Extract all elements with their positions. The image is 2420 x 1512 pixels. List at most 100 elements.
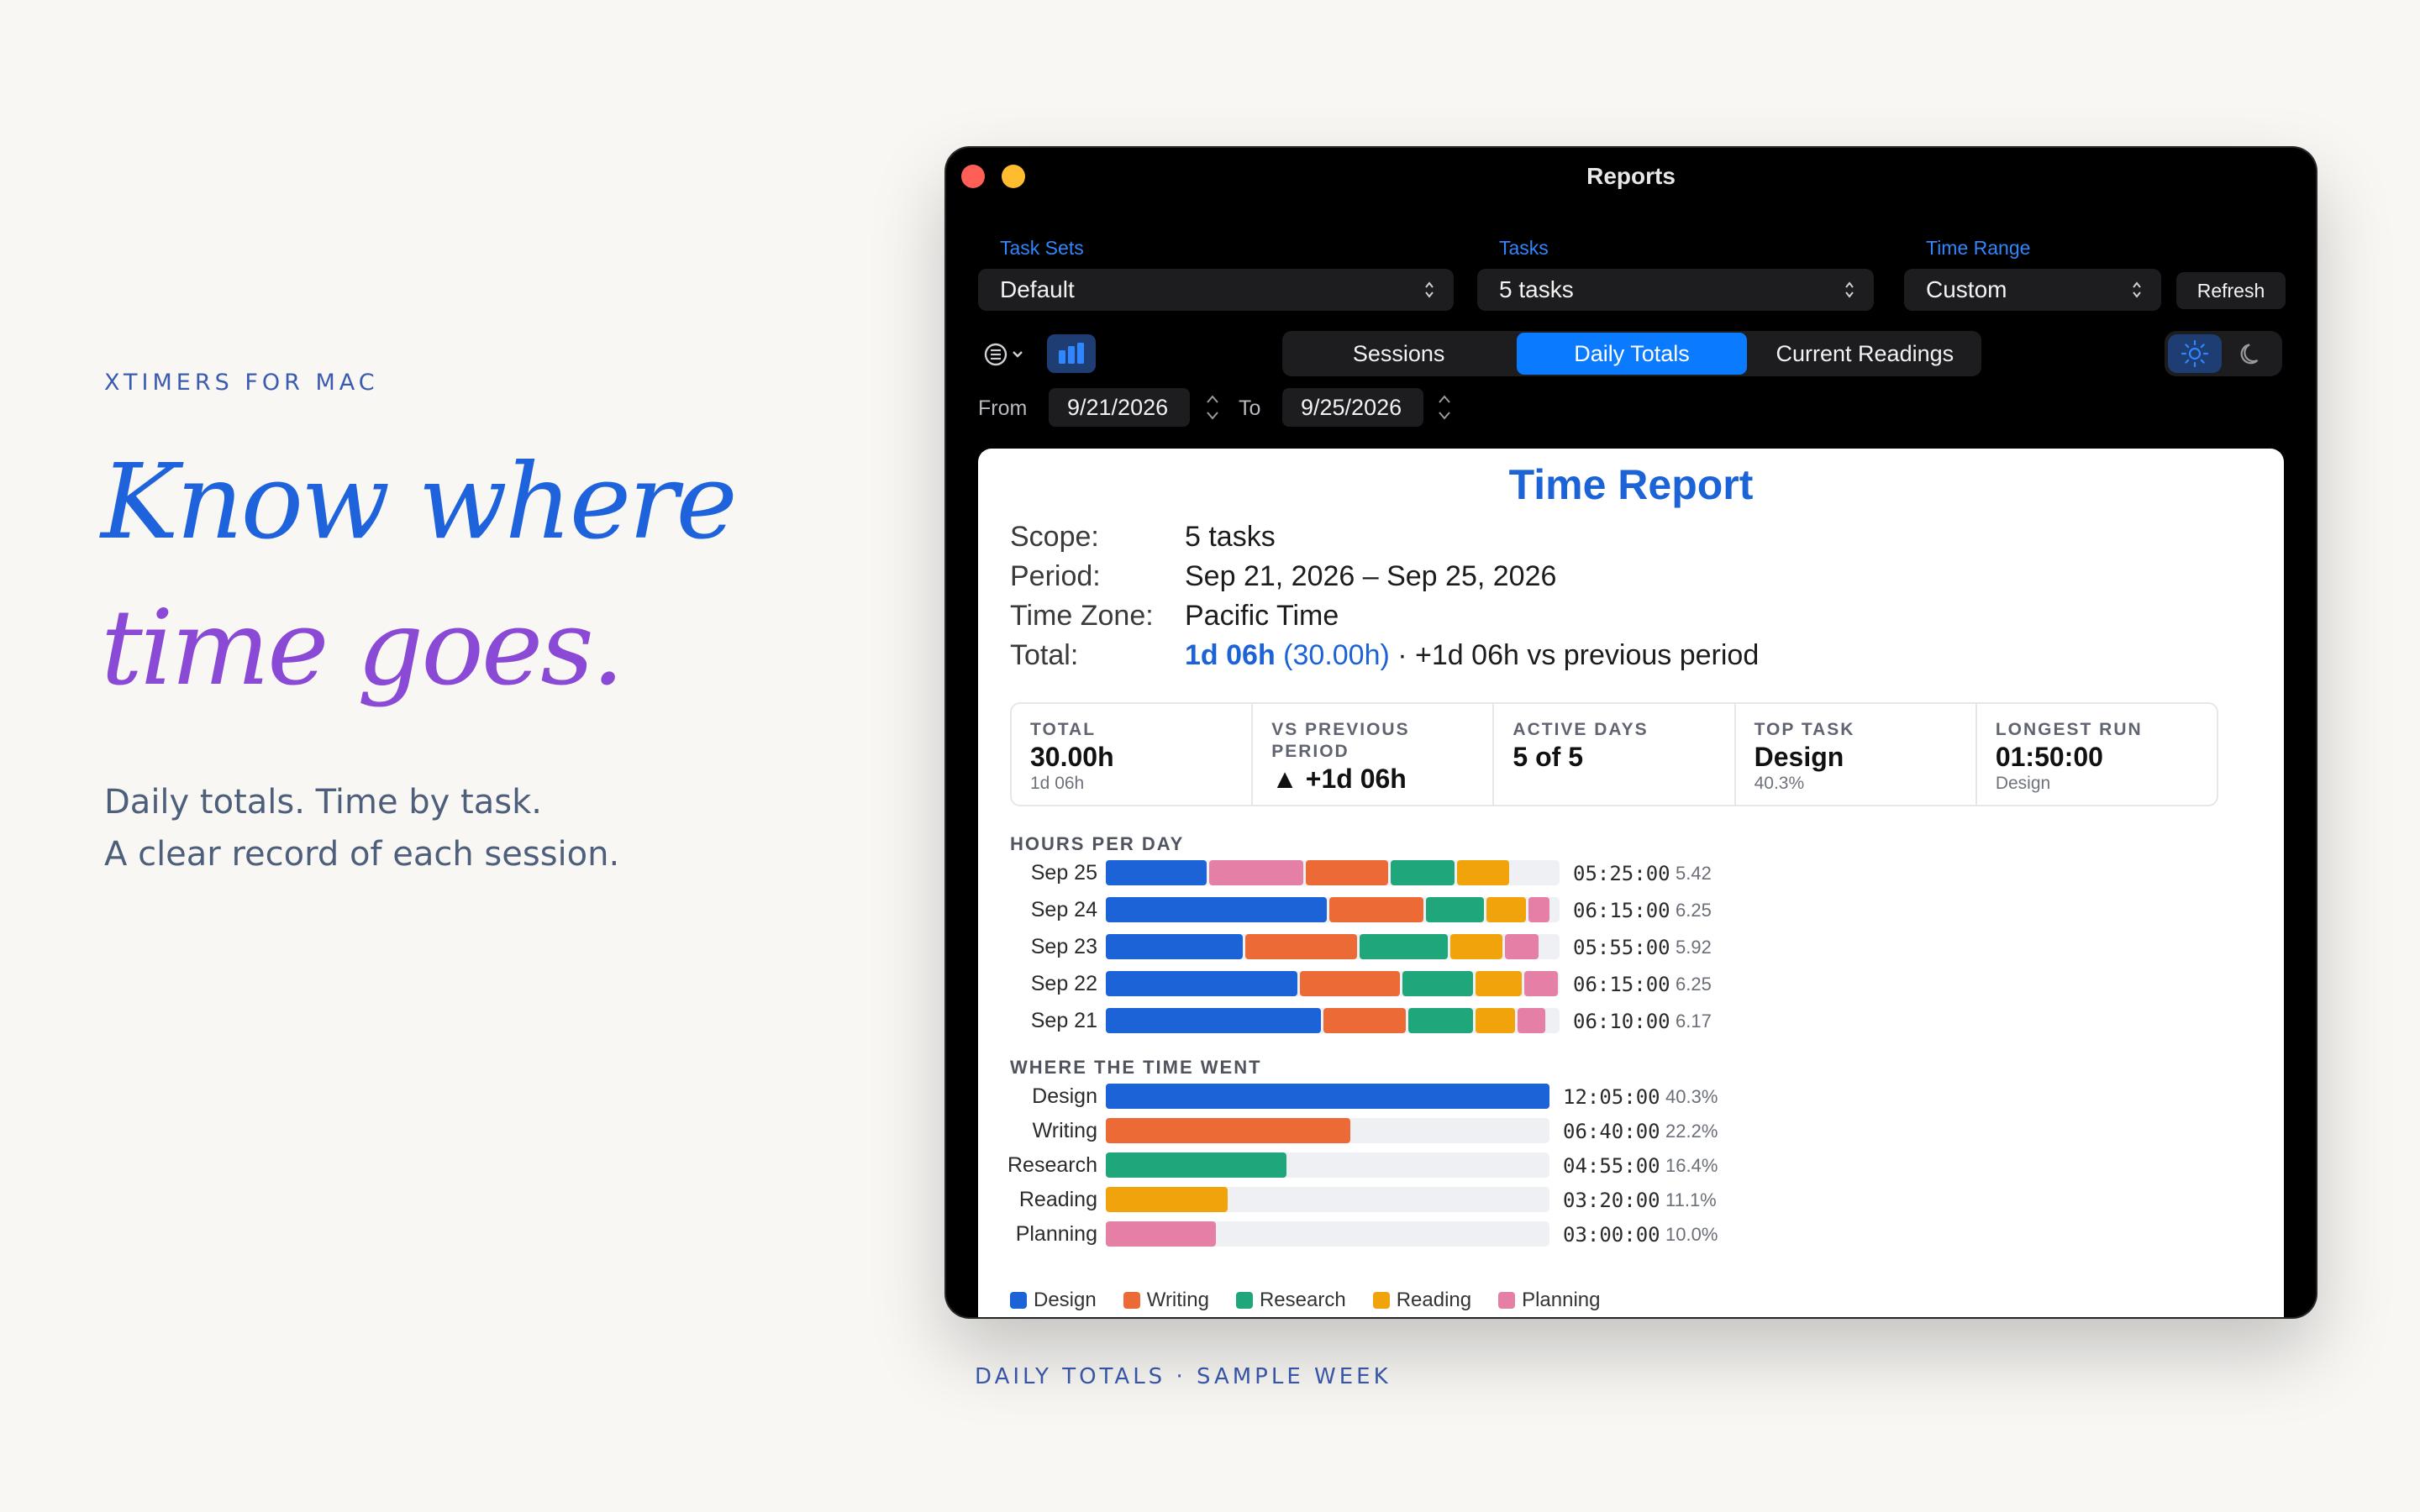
tasks-popup[interactable]: 5 tasks: [1477, 269, 1874, 311]
day-label: Sep 21: [1030, 1009, 1097, 1032]
headline-line-2: time goes.: [101, 588, 624, 709]
task-bar: [1106, 1187, 1228, 1212]
minimize-window-button[interactable]: [1002, 165, 1025, 188]
task-bar: [1106, 1084, 1549, 1109]
day-bar-segment-writing: [1299, 971, 1401, 996]
day-bar-segment-research: [1390, 860, 1455, 885]
day-label: Sep 25: [1030, 861, 1097, 885]
sun-icon: [2181, 339, 2209, 368]
eyebrow-label: XTIMERS FOR MAC: [104, 370, 379, 396]
legend-item: Design: [1010, 1289, 1097, 1312]
day-bar-segment-design: [1106, 971, 1297, 996]
legend-item: Writing: [1123, 1289, 1209, 1312]
screenshot-caption: DAILY TOTALS · SAMPLE WEEK: [975, 1364, 1392, 1389]
total-key: Total:: [1010, 639, 1079, 671]
day-bar-segment-reading: [1457, 860, 1509, 885]
period-key: Period:: [1010, 560, 1101, 592]
report-title: Time Report: [1508, 461, 1754, 508]
day-bar-segment-reading: [1475, 971, 1522, 996]
scope-row: Scope: 5 tasks: [1010, 521, 1276, 554]
period-row: Period: Sep 21, 2026 – Sep 25, 2026: [1010, 560, 1556, 593]
bar-chart-icon: [1059, 343, 1084, 364]
card-sub: 1d 06h: [1030, 774, 1085, 793]
appearance-toggle: [2165, 331, 2282, 376]
time-range-value: Custom: [1926, 276, 2007, 302]
refresh-button[interactable]: Refresh: [2176, 272, 2286, 309]
moon-icon: [2240, 344, 2259, 365]
tasks-label: Tasks: [1499, 237, 1549, 259]
timezone-value: Pacific Time: [1185, 600, 1339, 632]
card-value: 30.00h: [1030, 742, 1114, 772]
day-bar-segment-design: [1106, 934, 1243, 959]
legend-swatch: [1123, 1292, 1140, 1309]
legend-label: Design: [1034, 1289, 1097, 1311]
task-percent: 10.0%: [1665, 1224, 1718, 1245]
list-menu-button[interactable]: [981, 338, 1030, 371]
from-date-stepper[interactable]: [1203, 388, 1222, 427]
task-bar: [1106, 1221, 1217, 1247]
from-date-field[interactable]: 9/21/2026: [1049, 388, 1190, 427]
day-total-hours: 5.42: [1676, 863, 1712, 884]
scope-key: Scope:: [1010, 521, 1099, 553]
card-value: Design: [1754, 742, 1844, 772]
to-date-field[interactable]: 9/25/2026: [1282, 388, 1423, 427]
close-window-button[interactable]: [961, 165, 985, 188]
summary-cards: TOTAL 30.00h 1d 06h VS PREVIOUS PERIOD ▲…: [1010, 702, 2218, 806]
card-label: TOTAL: [1030, 720, 1097, 739]
total-delta: · +1d 06h vs previous period: [1397, 639, 1760, 671]
headline-line-1: Know where: [101, 442, 738, 563]
time-range-label: Time Range: [1926, 237, 2031, 259]
card-label: VS PREVIOUS PERIOD: [1271, 720, 1410, 761]
day-label: Sep 24: [1030, 898, 1097, 921]
total-row: Total: 1d 06h (30.00h) · +1d 06h vs previ…: [1010, 639, 1759, 672]
day-total-hours: 6.25: [1676, 900, 1712, 921]
total-hours: (30.00h): [1283, 639, 1390, 671]
legend-item: Reading: [1372, 1289, 1471, 1312]
day-bar-segment-planning: [1528, 897, 1550, 922]
day-bar-segment-writing: [1323, 1008, 1407, 1033]
to-date-stepper[interactable]: [1435, 388, 1454, 427]
scope-value: 5 tasks: [1185, 521, 1276, 553]
task-duration: 03:00:00: [1563, 1223, 1660, 1247]
card-value: 5 of 5: [1512, 742, 1583, 772]
day-bar-segment-design: [1106, 860, 1207, 885]
legend-label: Writing: [1146, 1289, 1209, 1311]
day-label: Sep 22: [1030, 972, 1097, 995]
chart-legend: Design Writing Research Reading Planning: [1010, 1289, 1601, 1312]
day-bar-segment-reading: [1450, 934, 1503, 959]
list-menu-icon: [984, 343, 1023, 366]
card-label: ACTIVE DAYS: [1512, 720, 1649, 739]
task-bar: [1106, 1118, 1350, 1143]
day-total-duration: 06:15:00: [1573, 973, 1670, 996]
reports-window: Reports Task Sets Default Tasks 5 tasks …: [946, 148, 2316, 1317]
legend-label: Research: [1259, 1289, 1346, 1311]
day-bar-segment-design: [1106, 897, 1328, 922]
task-sets-popup[interactable]: Default: [978, 269, 1454, 311]
task-label: Research: [1007, 1153, 1097, 1177]
tab-daily-totals[interactable]: Daily Totals: [1517, 333, 1747, 375]
subtitle-line-2: A clear record of each session.: [104, 835, 620, 874]
time-range-popup[interactable]: Custom: [1904, 269, 2161, 311]
task-label: Reading: [1018, 1188, 1097, 1211]
day-total-hours: 6.17: [1676, 1011, 1712, 1032]
dark-mode-button[interactable]: [2225, 334, 2279, 373]
task-sets-label: Task Sets: [1000, 237, 1084, 259]
light-mode-button[interactable]: [2168, 334, 2222, 373]
day-bar-segment-design: [1106, 1008, 1322, 1033]
legend-swatch: [1372, 1292, 1390, 1309]
task-percent: 16.4%: [1665, 1155, 1718, 1176]
task-duration: 06:40:00: [1563, 1120, 1660, 1143]
card-top-task: TOP TASK Design 40.3%: [1736, 704, 1977, 805]
tab-current-readings[interactable]: Current Readings: [1776, 340, 1954, 366]
task-percent: 11.1%: [1665, 1189, 1717, 1210]
day-label: Sep 23: [1030, 935, 1097, 958]
task-percent: 40.3%: [1665, 1086, 1718, 1107]
day-bar-segment-planning: [1505, 934, 1539, 959]
card-label: LONGEST RUN: [1995, 720, 2143, 739]
day-bar-segment-planning: [1517, 1008, 1546, 1033]
day-total-hours: 6.25: [1676, 974, 1712, 995]
day-total-hours: 5.92: [1676, 937, 1712, 958]
chart-view-button[interactable]: [1047, 334, 1096, 373]
day-bar-segment-reading: [1486, 897, 1526, 922]
tab-sessions[interactable]: Sessions: [1352, 340, 1445, 366]
